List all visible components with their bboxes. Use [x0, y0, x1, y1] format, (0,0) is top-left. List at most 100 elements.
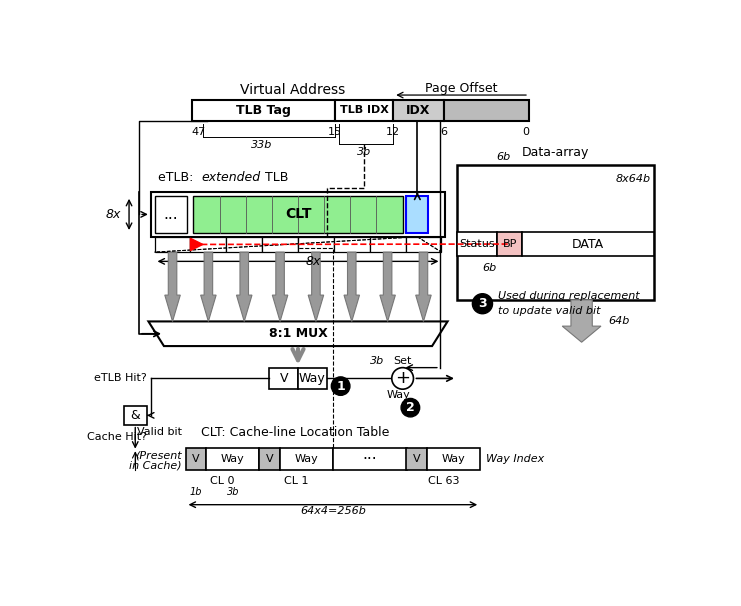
Text: IDX: IDX	[406, 104, 431, 117]
Text: 15: 15	[328, 127, 342, 138]
Text: in Cache): in Cache)	[129, 461, 182, 471]
Text: BP: BP	[502, 239, 516, 249]
Text: Way: Way	[221, 454, 245, 464]
Bar	[269, 368, 298, 389]
Text: (Present: (Present	[135, 450, 182, 460]
Polygon shape	[562, 300, 601, 342]
Text: Way: Way	[294, 454, 318, 464]
Polygon shape	[165, 252, 180, 321]
Text: 2: 2	[406, 401, 415, 414]
Text: 1: 1	[336, 379, 345, 393]
Text: 6b: 6b	[482, 263, 496, 273]
Text: Way Index: Way Index	[486, 454, 545, 464]
Text: 3b: 3b	[357, 147, 371, 158]
Bar	[444, 99, 529, 121]
Text: CL 0: CL 0	[210, 476, 235, 486]
Text: 33b: 33b	[251, 140, 272, 150]
Text: CLT: Cache-line Location Table: CLT: Cache-line Location Table	[201, 426, 390, 439]
Text: 0: 0	[522, 127, 529, 138]
Text: ...: ...	[164, 207, 179, 222]
Circle shape	[392, 368, 413, 389]
Text: V: V	[266, 454, 273, 464]
Text: Virtual Address: Virtual Address	[240, 84, 345, 98]
Bar	[333, 448, 407, 470]
Text: 8:1 MUX: 8:1 MUX	[269, 327, 328, 340]
Bar	[335, 99, 393, 121]
Text: Valid bit: Valid bit	[137, 427, 182, 437]
Bar	[124, 406, 147, 425]
Bar	[522, 233, 654, 256]
Text: Data-array: Data-array	[522, 146, 589, 159]
Text: Set: Set	[393, 356, 412, 367]
Bar	[262, 237, 298, 252]
Text: V: V	[279, 372, 288, 385]
Text: TLB: TLB	[261, 171, 288, 184]
Text: Way: Way	[387, 390, 411, 401]
Bar	[407, 448, 427, 470]
Text: Way: Way	[442, 454, 465, 464]
Text: 6b: 6b	[496, 152, 511, 162]
Text: 3b: 3b	[370, 356, 384, 367]
Text: extended: extended	[201, 171, 260, 184]
Text: ···: ···	[362, 451, 377, 467]
Bar	[280, 448, 333, 470]
Text: +: +	[395, 370, 410, 387]
Text: CL 1: CL 1	[284, 476, 308, 486]
Bar	[457, 165, 654, 300]
Text: 64x4=256b: 64x4=256b	[300, 506, 366, 516]
Bar	[393, 99, 444, 121]
Text: CL 63: CL 63	[428, 476, 459, 486]
Polygon shape	[308, 252, 324, 321]
Text: Way: Way	[299, 372, 326, 385]
Polygon shape	[273, 252, 288, 321]
Text: 12: 12	[386, 127, 400, 138]
Text: DATA: DATA	[572, 238, 605, 250]
Text: TLB IDX: TLB IDX	[340, 105, 389, 116]
Text: 64b: 64b	[609, 316, 630, 326]
Bar	[405, 237, 442, 252]
Text: V: V	[413, 454, 421, 464]
Text: &: &	[130, 409, 140, 422]
Text: CLT: CLT	[285, 207, 311, 221]
Text: Status: Status	[459, 239, 495, 249]
Text: 8x: 8x	[106, 208, 122, 221]
Bar	[150, 192, 445, 237]
Bar	[370, 237, 405, 252]
Polygon shape	[236, 252, 252, 321]
Text: TLB Tag: TLB Tag	[236, 104, 291, 117]
Polygon shape	[416, 252, 431, 321]
Bar	[226, 237, 262, 252]
Text: to update valid bit: to update valid bit	[498, 307, 600, 316]
Bar	[497, 233, 522, 256]
Polygon shape	[190, 238, 203, 251]
Circle shape	[401, 398, 419, 417]
Text: 8x64b: 8x64b	[616, 174, 651, 184]
Bar	[190, 237, 226, 252]
Polygon shape	[201, 252, 216, 321]
Text: Used during replacement: Used during replacement	[498, 291, 639, 301]
Bar	[192, 99, 335, 121]
Bar	[334, 237, 370, 252]
Polygon shape	[344, 252, 359, 321]
Text: 8x: 8x	[306, 255, 321, 268]
Text: eTLB:: eTLB:	[159, 171, 198, 184]
Text: eTLB Hit?: eTLB Hit?	[94, 373, 147, 384]
Bar	[155, 196, 187, 233]
Bar	[298, 368, 327, 389]
Circle shape	[331, 377, 350, 395]
Text: 6: 6	[440, 127, 448, 138]
Text: Page Offset: Page Offset	[425, 82, 497, 95]
Bar	[206, 448, 259, 470]
Bar	[298, 237, 334, 252]
Bar	[259, 448, 280, 470]
Bar	[193, 196, 402, 233]
Text: 3b: 3b	[227, 487, 239, 497]
Bar	[155, 237, 190, 252]
Bar	[427, 448, 480, 470]
Polygon shape	[148, 321, 448, 346]
Bar	[407, 196, 428, 233]
Text: 1b: 1b	[190, 487, 202, 497]
Circle shape	[472, 294, 493, 314]
Text: Cache Hit?: Cache Hit?	[87, 432, 147, 442]
Bar	[186, 448, 206, 470]
